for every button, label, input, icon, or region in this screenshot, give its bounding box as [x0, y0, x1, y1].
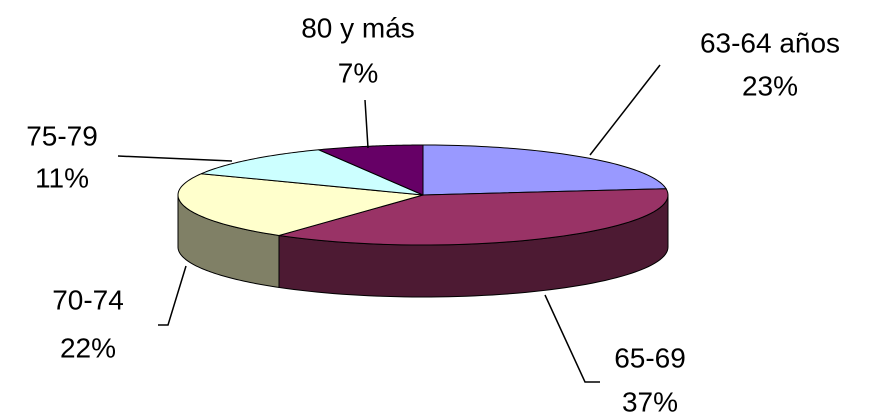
leader-line: [364, 99, 369, 149]
slice: [201, 149, 424, 196]
slice: [278, 188, 669, 246]
slice-value-label: 22%: [60, 332, 116, 363]
leader-line: [158, 265, 187, 326]
slice-value-label: 23%: [742, 70, 798, 101]
slice-label: 80 y más: [301, 12, 415, 43]
slice-label: 65-69: [614, 342, 686, 373]
slice-label: 70-74: [52, 284, 124, 315]
slice-value-label: 37%: [622, 386, 678, 415]
slice-label: 63-64 años: [700, 27, 840, 58]
leader-line: [117, 155, 233, 162]
leader-line: [589, 64, 661, 156]
slice: [318, 144, 424, 196]
slice: [422, 144, 667, 196]
slice-value-label: 7%: [338, 57, 378, 88]
slice-label: 75-79: [26, 120, 98, 151]
leader-line: [544, 294, 600, 383]
slice-value-label: 11%: [35, 162, 89, 193]
